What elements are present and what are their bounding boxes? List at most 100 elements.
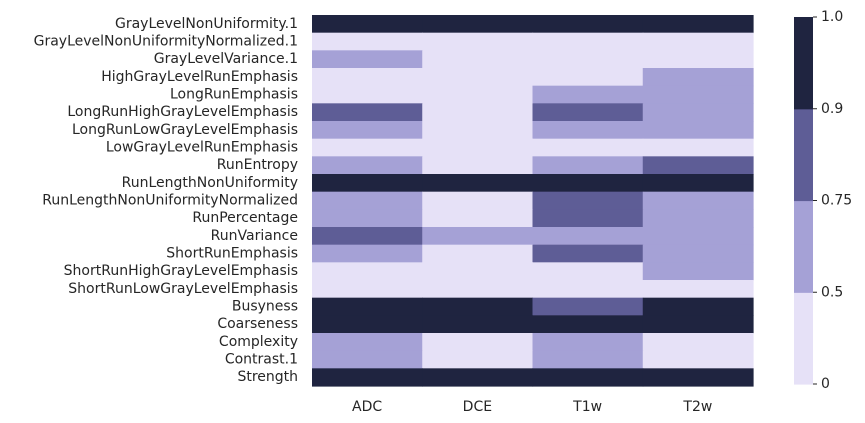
heatmap-cell [642,68,754,87]
heatmap-cell [422,333,534,352]
heatmap-cell [312,244,423,263]
colorbar-tick-label: 0 [821,376,830,392]
heatmap-cell [532,85,644,104]
heatmap-cell [532,174,644,193]
heatmap-cell [642,368,754,387]
heatmap-cell [642,32,754,51]
row-tick-label: Complexity [219,334,298,350]
column-labels: ADC DCE T1w T2w [352,399,712,415]
heatmap-cell [642,280,754,299]
heatmap-cell [532,315,644,334]
heatmap-cell [642,191,754,210]
heatmap-cell [422,368,534,387]
heatmap-cell [532,191,644,210]
heatmap-cell [422,103,534,122]
heatmap-cell [312,209,423,228]
heatmap-cell [642,350,754,369]
colorbar-segment [794,108,813,202]
row-tick-label: HighGrayLevelRunEmphasis [101,69,298,85]
heatmap-cell [422,191,534,210]
heatmap-cell [532,297,644,316]
heatmap-cell [312,32,423,51]
heatmap-cell [532,138,644,157]
heatmap-cell [532,209,644,228]
heatmap-cell [642,227,754,246]
row-tick-label: LowGrayLevelRunEmphasis [106,140,298,156]
heatmap-cell [642,85,754,104]
heatmap-cell [642,15,754,34]
row-tick-label: LongRunLowGrayLevelEmphasis [72,122,298,138]
heatmap-cell [422,50,534,69]
row-tick-label: Strength [237,369,298,385]
column-tick-label: T1w [572,399,602,415]
heatmap-cell [312,15,423,34]
heatmap-cell [642,103,754,122]
heatmap-cell [312,227,423,246]
heatmap-cell [532,350,644,369]
row-tick-label: Busyness [232,299,298,315]
heatmap-cell [422,15,534,34]
row-tick-label: ShortRunHighGrayLevelEmphasis [64,263,298,279]
heatmap-cell [422,297,534,316]
heatmap-cell [422,280,534,299]
heatmap-cell [312,315,423,334]
heatmap-cell [642,244,754,263]
row-tick-label: GrayLevelNonUniformity.1 [115,16,298,32]
row-tick-label: Contrast.1 [225,352,298,368]
heatmap-cell [642,156,754,175]
heatmap-cell [532,227,644,246]
heatmap-cell [642,262,754,281]
heatmap-cell [642,174,754,193]
row-tick-label: RunLengthNonUniformity [122,175,298,191]
heatmap-cell [642,50,754,69]
heatmap-cell [312,50,423,69]
heatmap-cell [532,32,644,51]
heatmap-cell [312,368,423,387]
heatmap-cell [312,297,423,316]
row-tick-label: RunLengthNonUniformityNormalized [42,193,298,209]
heatmap-cell [532,156,644,175]
row-tick-label: RunVariance [211,228,298,244]
heatmap-cell [642,333,754,352]
heatmap-cell [642,209,754,228]
heatmap-cell [532,50,644,69]
heatmap-cells [312,15,754,387]
heatmap-cell [532,121,644,140]
heatmap-cell [422,156,534,175]
row-tick-label: ShortRunEmphasis [166,246,298,262]
row-labels: GrayLevelNonUniformity.1 GrayLevelNonUnif… [34,16,298,385]
row-tick-label: LongRunHighGrayLevelEmphasis [67,104,298,120]
heatmap-cell [422,350,534,369]
colorbar: 0 0.5 0.75 0.9 1.0 [794,9,852,392]
heatmap-cell [532,262,644,281]
colorbar-tick-label: 0.9 [821,101,843,117]
column-tick-label: DCE [463,399,492,415]
heatmap-cell [532,333,644,352]
colorbar-tick-label: 0.5 [821,284,843,300]
heatmap-cell [422,174,534,193]
heatmap-cell [312,333,423,352]
colorbar-tick-label: 0.75 [821,193,852,209]
row-tick-label: GrayLevelNonUniformityNormalized.1 [34,34,298,50]
heatmap-cell [642,138,754,157]
heatmap-cell [532,103,644,122]
row-tick-label: GrayLevelVariance.1 [154,51,298,67]
heatmap-cell [532,15,644,34]
heatmap-cell [312,68,423,87]
heatmap-cell [532,368,644,387]
row-tick-label: LongRunEmphasis [170,87,298,103]
heatmap-cell [532,68,644,87]
colorbar-tick-label: 1.0 [821,9,843,25]
heatmap-cell [312,280,423,299]
heatmap-cell [312,121,423,140]
heatmap-cell [422,68,534,87]
heatmap-cell [422,121,534,140]
column-tick-label: T2w [682,399,712,415]
heatmap-cell [642,297,754,316]
heatmap-cell [422,262,534,281]
row-tick-label: RunPercentage [192,210,298,226]
heatmap-cell [312,191,423,210]
colorbar-segment [794,292,813,385]
heatmap-cell [532,244,644,263]
heatmap-cell [642,315,754,334]
